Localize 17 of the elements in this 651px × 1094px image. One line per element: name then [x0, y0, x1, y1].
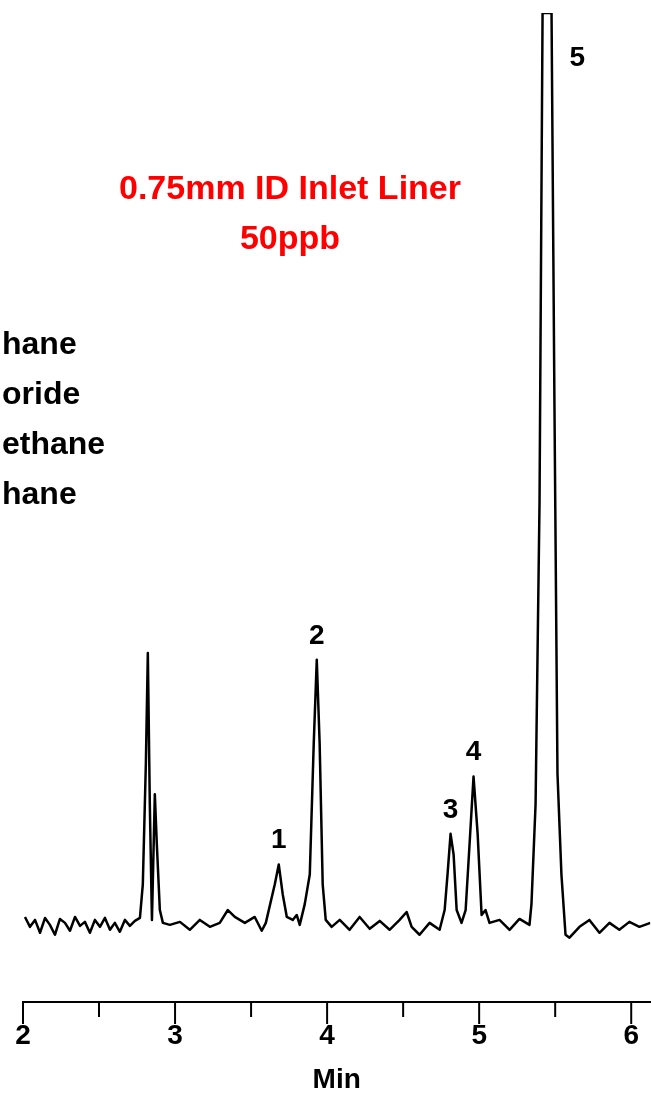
annotation: 1: [270, 823, 287, 855]
x-tick-label: 2: [15, 1018, 31, 1050]
x-tick-label: 4: [319, 1018, 336, 1050]
text: 0.75mm ID Inlet Liner: [119, 168, 461, 207]
annotation: hane: [2, 474, 77, 511]
annotation: 5: [569, 40, 586, 72]
x-axis-title: Min: [312, 1062, 361, 1094]
annotation: 2: [308, 618, 325, 650]
annotation: 4: [465, 735, 482, 767]
x-tick-label: 6: [623, 1018, 639, 1050]
annotation: oride: [2, 374, 81, 411]
text: 50ppb: [239, 218, 341, 257]
x-tick-label: 3: [167, 1018, 183, 1050]
annotation: hane: [2, 324, 77, 361]
annotation: ethane: [2, 424, 106, 461]
annotation: 3: [442, 792, 459, 824]
x-tick-label: 5: [471, 1018, 487, 1050]
